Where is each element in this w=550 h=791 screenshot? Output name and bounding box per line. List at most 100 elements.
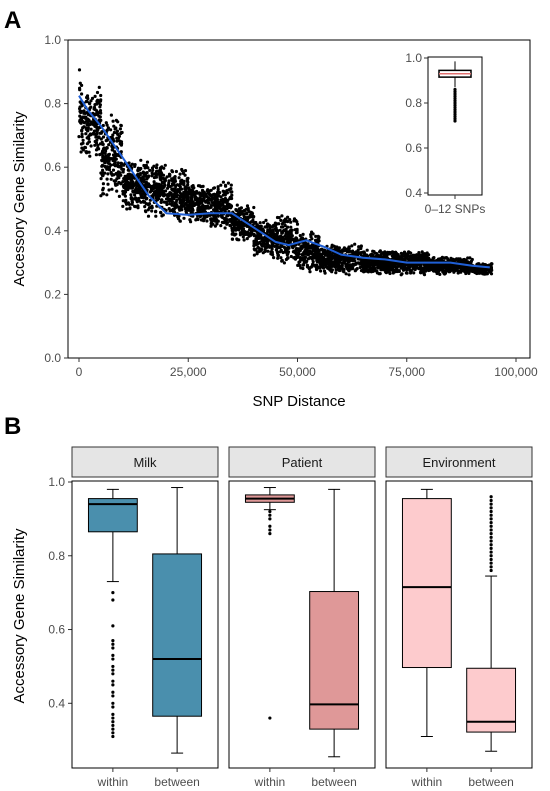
scatter-point (438, 272, 442, 276)
scatter-point (285, 240, 289, 244)
scatter-point (251, 214, 255, 218)
scatter-point (101, 142, 105, 146)
scatter-point (190, 201, 194, 205)
scatter-point (116, 170, 120, 174)
scatter-point (192, 186, 196, 190)
scatter-point (265, 222, 270, 226)
scatter-point (159, 200, 163, 204)
scatter-point (161, 181, 165, 185)
scatter-point (346, 250, 350, 254)
scatter-point (252, 232, 256, 237)
scatter-point (143, 185, 148, 189)
scatter-point (335, 248, 339, 252)
scatter-point (242, 212, 246, 216)
scatter-point (359, 253, 363, 257)
scatter-point (334, 271, 338, 275)
scatter-point (80, 135, 84, 139)
scatter-point (103, 171, 107, 175)
scatter-point (182, 183, 186, 187)
scatter-point (209, 224, 213, 228)
scatter-point (145, 160, 150, 164)
scatter-point (122, 163, 126, 167)
scatter-point (192, 203, 196, 207)
scatter-point (82, 109, 86, 113)
scatter-point (133, 193, 137, 197)
outlier-point (111, 734, 115, 739)
scatter-point (88, 133, 92, 137)
scatter-point (168, 184, 172, 189)
scatter-point (380, 259, 384, 264)
outlier-point (111, 664, 115, 669)
scatter-point (313, 250, 318, 254)
scatter-point (212, 186, 216, 190)
scatter-point (301, 232, 305, 236)
inset-y-tick-label: 0.8 (405, 96, 422, 110)
scatter-point (367, 269, 371, 273)
scatter-point (178, 187, 182, 191)
scatter-point (269, 245, 273, 249)
scatter-point (131, 197, 135, 201)
scatter-point (85, 100, 89, 104)
scatter-point (337, 265, 341, 269)
scatter-point (211, 193, 215, 197)
outlier-point (489, 535, 493, 539)
scatter-point (123, 179, 127, 183)
scatter-point (104, 139, 108, 143)
scatter-point (336, 261, 340, 265)
scatter-point (129, 183, 133, 187)
outlier-point (111, 653, 115, 657)
scatter-point (80, 128, 84, 132)
scatter-point (419, 270, 423, 274)
scatter-point (225, 221, 229, 225)
scatter-point (277, 216, 281, 220)
scatter-point (105, 146, 109, 150)
scatter-point (107, 143, 111, 147)
scatter-point (156, 188, 160, 192)
scatter-point (322, 260, 326, 264)
scatter-point (206, 190, 210, 194)
scatter-point (323, 271, 327, 275)
scatter-point (223, 216, 227, 220)
scatter-point (88, 123, 92, 127)
scatter-point (252, 205, 256, 210)
scatter-point (340, 249, 344, 253)
outlier-point (489, 565, 493, 569)
scatter-point (171, 207, 175, 211)
scatter-point (81, 138, 85, 142)
scatter-point (124, 202, 129, 206)
scatter-point (111, 148, 115, 152)
facet-milk: Milk within between (71, 446, 219, 789)
scatter-point (260, 238, 264, 243)
scatter-point (347, 265, 351, 269)
scatter-point (113, 127, 117, 131)
scatter-point (287, 246, 291, 250)
scatter-point (235, 237, 239, 241)
scatter-point (246, 216, 250, 221)
scatter-point (106, 153, 110, 157)
scatter-point (489, 263, 493, 267)
scatter-point (84, 132, 88, 136)
outlier-point (489, 506, 493, 510)
scatter-point (358, 262, 362, 266)
scatter-point (173, 191, 177, 196)
scatter-point (78, 100, 82, 104)
scatter-point (282, 219, 286, 223)
scatter-point (384, 262, 388, 266)
scatter-point (82, 121, 86, 125)
scatter-point (215, 222, 219, 226)
outlier-point (111, 591, 115, 595)
scatter-point (99, 118, 103, 122)
scatter-point (350, 244, 354, 248)
scatter-point (109, 163, 113, 167)
scatter-point (81, 141, 85, 145)
scatter-point (87, 150, 91, 154)
scatter-point (91, 132, 95, 136)
scatter-point (439, 268, 443, 272)
scatter-point (202, 219, 206, 223)
scatter-point (80, 119, 84, 123)
scatter-point (154, 166, 159, 170)
scatter-point (181, 171, 186, 175)
scatter-point (298, 234, 302, 238)
scatter-point (329, 260, 333, 265)
